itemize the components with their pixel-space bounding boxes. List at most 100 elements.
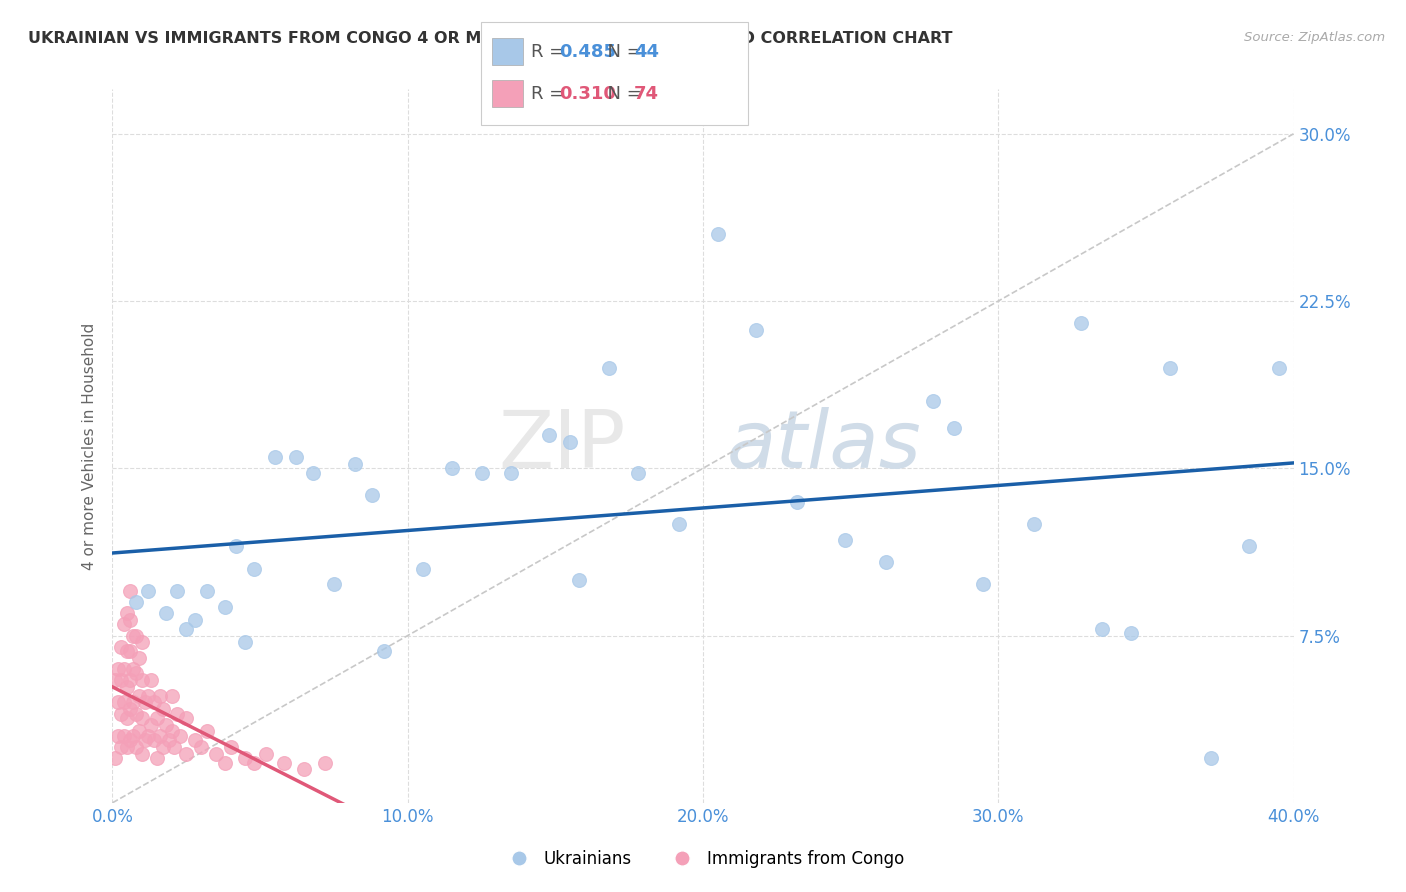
Text: R =: R =	[531, 85, 571, 103]
Point	[110, 706, 132, 721]
Point	[174, 747, 197, 761]
Point	[1119, 626, 1142, 640]
Point	[122, 662, 145, 676]
Text: 74: 74	[634, 85, 659, 103]
Point	[195, 583, 218, 598]
Point	[110, 673, 132, 687]
Point	[146, 751, 169, 765]
Point	[373, 644, 395, 658]
Point	[155, 607, 177, 621]
Point	[1022, 517, 1045, 532]
Point	[1070, 317, 1092, 331]
Point	[568, 573, 591, 587]
Point	[942, 421, 965, 435]
Point	[501, 466, 523, 480]
Point	[120, 583, 142, 598]
Point	[134, 733, 156, 747]
Point	[361, 488, 384, 502]
Point	[112, 696, 135, 710]
Point	[155, 717, 177, 731]
Point	[1239, 539, 1261, 553]
Point	[264, 450, 287, 465]
Point	[195, 724, 218, 739]
Point	[152, 740, 174, 755]
Point	[122, 696, 145, 710]
Point	[292, 762, 315, 776]
Point	[225, 539, 247, 553]
Point	[163, 740, 186, 755]
Point	[136, 689, 159, 703]
Point	[160, 689, 183, 703]
Point	[112, 729, 135, 743]
Point	[166, 583, 188, 598]
Text: N =: N =	[596, 85, 648, 103]
Point	[107, 729, 129, 743]
Point	[668, 517, 690, 532]
Point	[107, 696, 129, 710]
Point	[786, 494, 808, 508]
Point	[284, 450, 307, 465]
Point	[169, 729, 191, 743]
Point	[184, 613, 207, 627]
Point	[125, 595, 148, 609]
Point	[627, 466, 650, 480]
Point	[160, 724, 183, 739]
Point	[205, 747, 228, 761]
Point	[117, 607, 138, 621]
Point	[323, 577, 346, 591]
Point	[1159, 360, 1181, 375]
Point	[139, 717, 162, 731]
Point	[973, 577, 995, 591]
Point	[233, 751, 256, 765]
Point	[1268, 360, 1291, 375]
Point	[110, 640, 132, 654]
Text: ZIP: ZIP	[499, 407, 626, 485]
Point	[243, 756, 266, 770]
Point	[157, 733, 180, 747]
Text: UKRAINIAN VS IMMIGRANTS FROM CONGO 4 OR MORE VEHICLES IN HOUSEHOLD CORRELATION C: UKRAINIAN VS IMMIGRANTS FROM CONGO 4 OR …	[28, 31, 953, 46]
Point	[184, 733, 207, 747]
Point	[219, 740, 242, 755]
Point	[254, 747, 277, 761]
Point	[128, 651, 150, 665]
Text: 0.310: 0.310	[560, 85, 616, 103]
Point	[122, 628, 145, 642]
Point	[214, 756, 236, 770]
Point	[214, 599, 236, 614]
Point	[343, 457, 366, 471]
Point	[314, 756, 336, 770]
Point	[131, 635, 153, 649]
Point	[131, 711, 153, 725]
Point	[875, 555, 897, 569]
Text: Source: ZipAtlas.com: Source: ZipAtlas.com	[1244, 31, 1385, 45]
Point	[441, 461, 464, 475]
Point	[190, 740, 212, 755]
Point	[142, 696, 165, 710]
Point	[117, 644, 138, 658]
Point	[470, 466, 494, 480]
Point	[125, 740, 148, 755]
Point	[122, 729, 145, 743]
Point	[117, 680, 138, 694]
Point	[745, 323, 768, 337]
Point	[134, 696, 156, 710]
Point	[120, 733, 142, 747]
Point	[146, 711, 169, 725]
Point	[112, 662, 135, 676]
Legend: Ukrainians, Immigrants from Congo: Ukrainians, Immigrants from Congo	[495, 844, 911, 875]
Text: 44: 44	[634, 43, 659, 61]
Point	[139, 673, 162, 687]
Point	[125, 666, 148, 681]
Point	[558, 434, 582, 449]
Point	[120, 673, 142, 687]
Point	[411, 562, 433, 576]
Point	[112, 617, 135, 632]
Point	[1199, 751, 1222, 765]
Point	[120, 613, 142, 627]
Point	[104, 673, 127, 687]
Point	[107, 662, 129, 676]
Point	[598, 360, 620, 375]
Point	[117, 740, 138, 755]
Point	[104, 751, 127, 765]
Point	[273, 756, 295, 770]
